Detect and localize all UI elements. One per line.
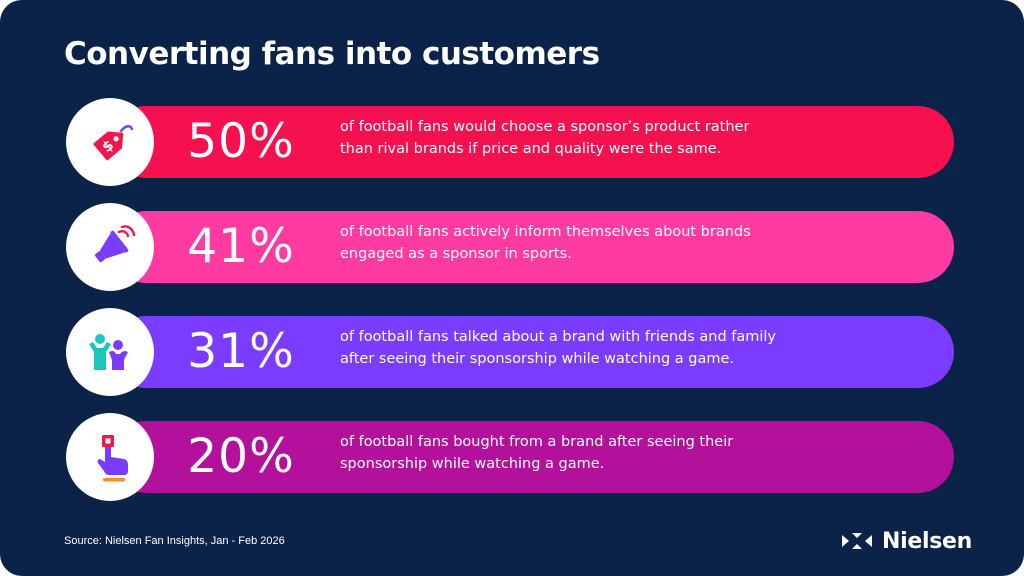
stat-row-2: 41% of football fans actively inform the… (66, 203, 956, 291)
stat-percent-4: 20% (187, 429, 295, 484)
stat-description-1-line-2: than rival brands if price and quality w… (340, 141, 722, 157)
stat-bar-2 (110, 211, 954, 283)
stat-description-1: of football fans would choose a sponsor’… (340, 116, 880, 160)
stat-description-3-line-1: of football fans talked about a brand wi… (340, 329, 777, 345)
stat-description-1-line-1: of football fans would choose a sponsor’… (340, 119, 750, 135)
stat-percent-3: 31% (187, 324, 295, 379)
stat-description-4: of football fans bought from a brand aft… (340, 431, 880, 475)
source-note: Source: Nielsen Fan Insights, Jan - Feb … (64, 535, 285, 547)
nielsen-mark-icon (842, 533, 872, 549)
stat-description-3-line-2: after seeing their sponsorship while wat… (340, 351, 735, 367)
stat-row-4: 20% of football fans bought from a brand… (66, 413, 956, 501)
logo-text: Nielsen (882, 528, 972, 554)
stat-bar-4 (110, 421, 954, 493)
nielsen-logo: Nielsen (840, 526, 972, 556)
stat-description-2-line-2: engaged as a sponsor in sports. (340, 246, 572, 262)
price-tag-icon: $ (66, 98, 154, 186)
stat-row-1: $ 50% of football fans would choose a sp… (66, 98, 956, 186)
megaphone-icon (66, 203, 154, 291)
people-icon (66, 308, 154, 396)
stat-description-4-line-1: of football fans bought from a brand aft… (340, 434, 734, 450)
stat-bar-3 (110, 316, 954, 388)
stat-description-2-line-1: of football fans actively inform themsel… (340, 224, 751, 240)
stat-bar-1 (110, 106, 954, 178)
page-title: Converting fans into customers (64, 36, 600, 72)
stat-percent-2: 41% (187, 219, 295, 274)
hand-tap-icon (66, 413, 154, 501)
stat-description-3: of football fans talked about a brand wi… (340, 326, 880, 370)
stat-description-4-line-2: sponsorship while watching a game. (340, 456, 605, 472)
stat-percent-1: 50% (187, 114, 295, 169)
stat-description-2: of football fans actively inform themsel… (340, 221, 880, 265)
stat-row-3: 31% of football fans talked about a bran… (66, 308, 956, 396)
